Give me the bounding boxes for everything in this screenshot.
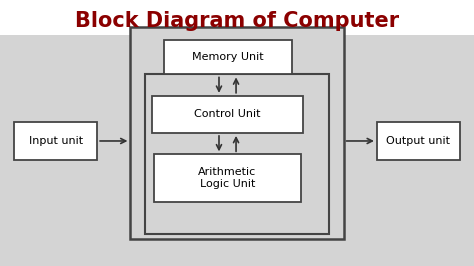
Text: Output unit: Output unit [386, 136, 450, 146]
Text: Arithmetic
Logic Unit: Arithmetic Logic Unit [199, 167, 256, 189]
Bar [130, 27, 344, 239]
Text: Memory Unit: Memory Unit [191, 52, 264, 62]
Bar [377, 122, 460, 160]
Bar [152, 96, 303, 133]
Text: Control Unit: Control Unit [194, 109, 261, 119]
Bar [154, 154, 301, 202]
Bar [0, 35, 474, 266]
Bar [145, 74, 329, 234]
Bar [14, 122, 97, 160]
Text: Block Diagram of Computer: Block Diagram of Computer [75, 11, 399, 31]
Bar [164, 40, 292, 74]
Text: Input unit: Input unit [28, 136, 83, 146]
